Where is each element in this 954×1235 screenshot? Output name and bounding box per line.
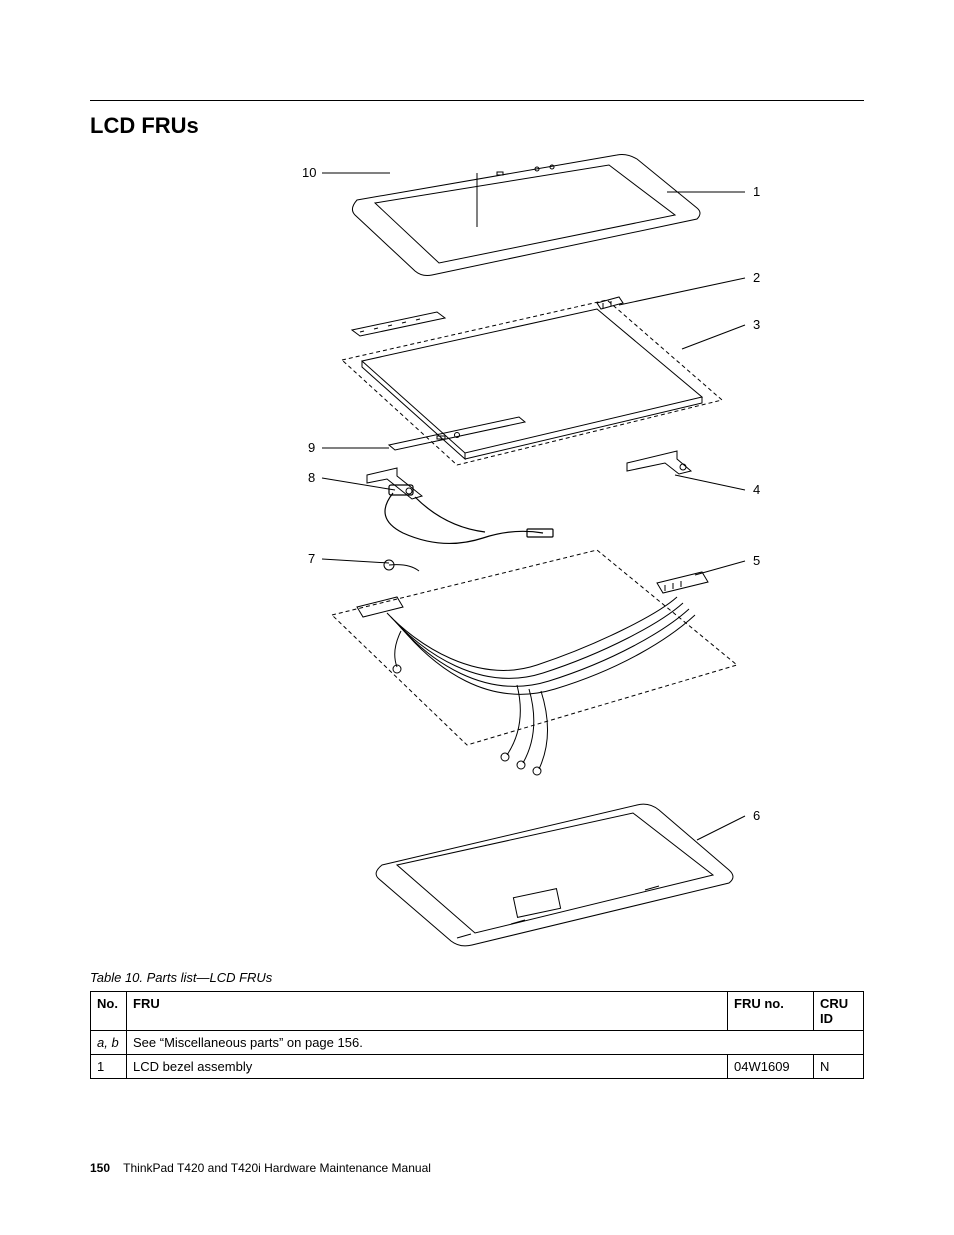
callout-leader [322, 559, 389, 563]
table-row: 1LCD bezel assembly04W1609N [91, 1055, 864, 1079]
top-rule [90, 100, 864, 101]
page-content: LCD FRUs [90, 100, 864, 1175]
callout-number: 1 [753, 184, 760, 199]
callout-leader [697, 816, 745, 840]
col-header-fru: FRU [127, 992, 728, 1031]
cell-fru: LCD bezel assembly [127, 1055, 728, 1079]
callout-number: 2 [753, 270, 760, 285]
page-number: 150 [90, 1161, 110, 1175]
table-row: a, bSee “Miscellaneous parts” on page 15… [91, 1031, 864, 1055]
cell-fruno: 04W1609 [728, 1055, 814, 1079]
callout-number: 6 [753, 808, 760, 823]
exploded-diagram: 10 1 2 3 9 8 4 7 5 6 [90, 145, 864, 960]
table-caption: Table 10. Parts list—LCD FRUs [90, 970, 864, 985]
cell-no: 1 [91, 1055, 127, 1079]
parts-table: No. FRU FRU no. CRU ID a, bSee “Miscella… [90, 991, 864, 1079]
callout-number: 10 [302, 165, 316, 180]
callout-number: 5 [753, 553, 760, 568]
callout-number: 3 [753, 317, 760, 332]
cell-no: a, b [91, 1031, 127, 1055]
col-header-no: No. [91, 992, 127, 1031]
callout-leader [675, 475, 745, 490]
col-header-cruid: CRU ID [814, 992, 864, 1031]
callout-number: 7 [308, 551, 315, 566]
callout-leader [695, 561, 745, 575]
book-title: ThinkPad T420 and T420i Hardware Mainten… [123, 1161, 431, 1175]
cell-fru: See “Miscellaneous parts” on page 156. [127, 1031, 864, 1055]
callout-leader [619, 278, 745, 305]
callout-number: 8 [308, 470, 315, 485]
page-footer: 150 ThinkPad T420 and T420i Hardware Mai… [90, 1161, 431, 1175]
cell-cruid: N [814, 1055, 864, 1079]
callout-leader [682, 325, 745, 349]
table-header-row: No. FRU FRU no. CRU ID [91, 992, 864, 1031]
section-title: LCD FRUs [90, 113, 864, 139]
col-header-fruno: FRU no. [728, 992, 814, 1031]
callout-number: 4 [753, 482, 760, 497]
callout-number: 9 [308, 440, 315, 455]
